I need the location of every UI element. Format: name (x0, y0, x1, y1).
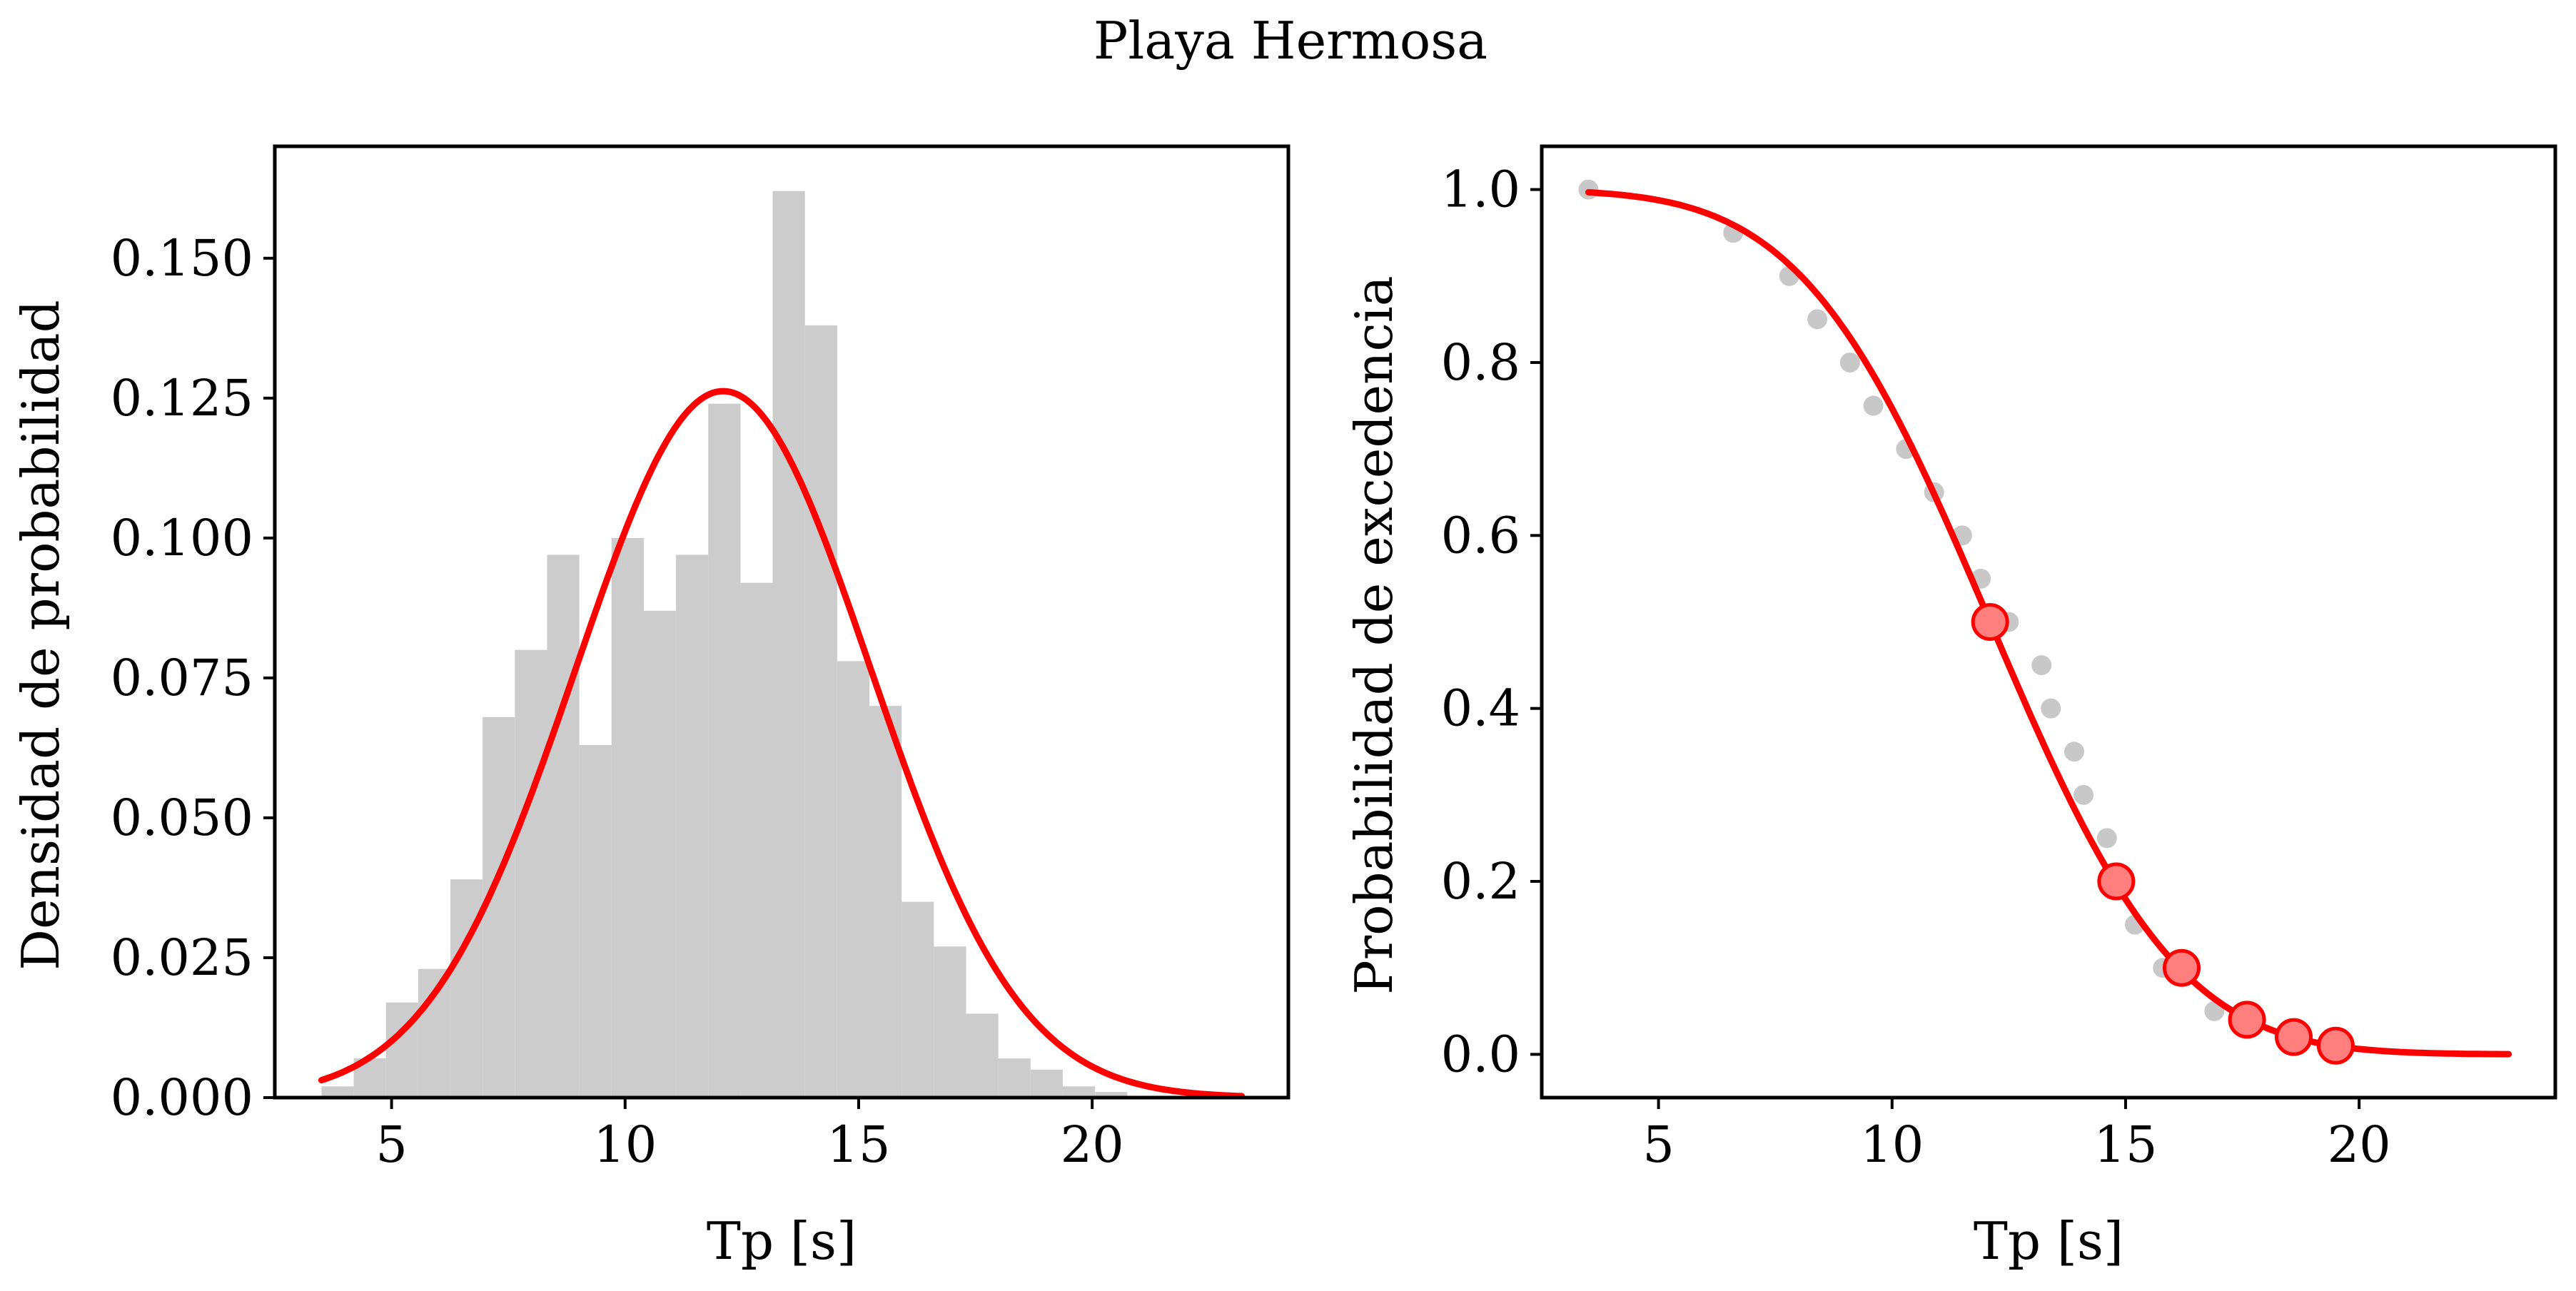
exceedance-x-ticks: 5 10 15 20 (1642, 1098, 2391, 1174)
x-tick-label: 5 (1642, 1115, 1675, 1174)
exceedance-y-axis-label: Probabilidad de excedencia (1344, 275, 1404, 994)
histogram-bar (483, 717, 515, 1098)
exceedance-empirical-points (1578, 179, 2337, 1056)
highlight-point (2228, 1001, 2266, 1039)
histogram-bar (772, 191, 805, 1098)
empirical-point (1839, 352, 1860, 373)
histogram-bar (837, 661, 870, 1098)
highlight-point (2275, 1018, 2313, 1056)
y-tick-label: 0.000 (111, 1068, 253, 1127)
y-tick-label: 0.075 (111, 649, 253, 707)
x-tick-label: 10 (1860, 1115, 1924, 1174)
histogram-bars (321, 191, 1128, 1098)
histogram-bar (547, 555, 580, 1098)
y-tick-label: 0.0 (1441, 1025, 1520, 1083)
histogram-bar (966, 1013, 999, 1098)
histogram-bar (676, 555, 709, 1098)
exceedance-panel: 5 10 15 20 0.0 0.2 0.4 0.6 0.8 1.0 Tp [s] Probab… (1344, 144, 2557, 1271)
highlight-point (1971, 603, 2009, 641)
histogram-axes-frame (273, 144, 1290, 1100)
histogram-bar (1030, 1069, 1063, 1098)
empirical-point (2064, 741, 2084, 762)
y-tick-label: 0.2 (1441, 852, 1520, 911)
highlight-point (2316, 1026, 2355, 1065)
histogram-bar (869, 706, 902, 1098)
exceedance-axes-frame (1540, 144, 2557, 1100)
histogram-x-axis-label: Tp [s] (707, 1211, 857, 1271)
exceedance-fit-curve (1585, 189, 2512, 1058)
y-tick-label: 0.050 (111, 789, 253, 847)
histogram-y-ticks: 0.000 0.025 0.050 0.075 0.100 0.125 0.150 (111, 229, 275, 1127)
highlight-point (2162, 948, 2201, 987)
x-tick-label: 15 (827, 1115, 890, 1174)
histogram-bar (1095, 1092, 1128, 1098)
highlight-point (2097, 862, 2136, 901)
histogram-fit-curve (318, 388, 1246, 1100)
histogram-bar (579, 745, 612, 1098)
y-tick-label: 0.6 (1441, 506, 1520, 565)
y-tick-label: 0.8 (1441, 333, 1520, 392)
histogram-bar (740, 582, 773, 1098)
histogram-bar (708, 403, 741, 1098)
histogram-bar (611, 537, 644, 1098)
histogram-x-ticks: 5 10 15 20 (375, 1098, 1124, 1174)
empirical-point (2074, 784, 2094, 805)
histogram-bar (321, 1086, 354, 1098)
x-tick-label: 20 (1061, 1115, 1124, 1174)
histogram-bar (901, 901, 934, 1098)
y-tick-label: 1.0 (1441, 161, 1520, 219)
x-tick-label: 20 (2328, 1115, 2391, 1174)
exceedance-x-axis-label: Tp [s] (1974, 1211, 2123, 1271)
x-tick-label: 10 (593, 1115, 657, 1174)
histogram-bar (998, 1058, 1031, 1098)
histogram-bar (1062, 1086, 1096, 1098)
exceedance-y-ticks: 0.0 0.2 0.4 0.6 0.8 1.0 (1441, 161, 1542, 1083)
x-tick-label: 5 (375, 1115, 408, 1174)
empirical-point (1807, 309, 1828, 330)
exceedance-highlight-points (1971, 603, 2355, 1065)
figure-title: Playa Hermosa (1093, 11, 1487, 71)
histogram-bar (515, 649, 547, 1098)
empirical-point (2041, 698, 2061, 719)
y-tick-label: 0.025 (111, 928, 253, 987)
histogram-y-axis-label: Densidad de probabilidad (11, 300, 71, 970)
histogram-bar (450, 879, 483, 1098)
empirical-point (2031, 655, 2052, 676)
histogram-bar (643, 610, 677, 1098)
x-tick-label: 15 (2093, 1115, 2157, 1174)
histogram-bar (804, 325, 837, 1098)
empirical-point (2096, 828, 2117, 849)
histogram-panel: 5 10 15 20 0.0000.0250.0500.0750.1000.1250.… (11, 144, 1290, 1271)
y-tick-label: 0.125 (111, 369, 253, 427)
y-tick-label: 0.4 (1441, 679, 1520, 738)
histogram-bar (934, 946, 966, 1098)
y-tick-label: 0.100 (111, 509, 253, 567)
y-tick-label: 0.150 (111, 229, 253, 288)
empirical-point (1863, 395, 1884, 416)
